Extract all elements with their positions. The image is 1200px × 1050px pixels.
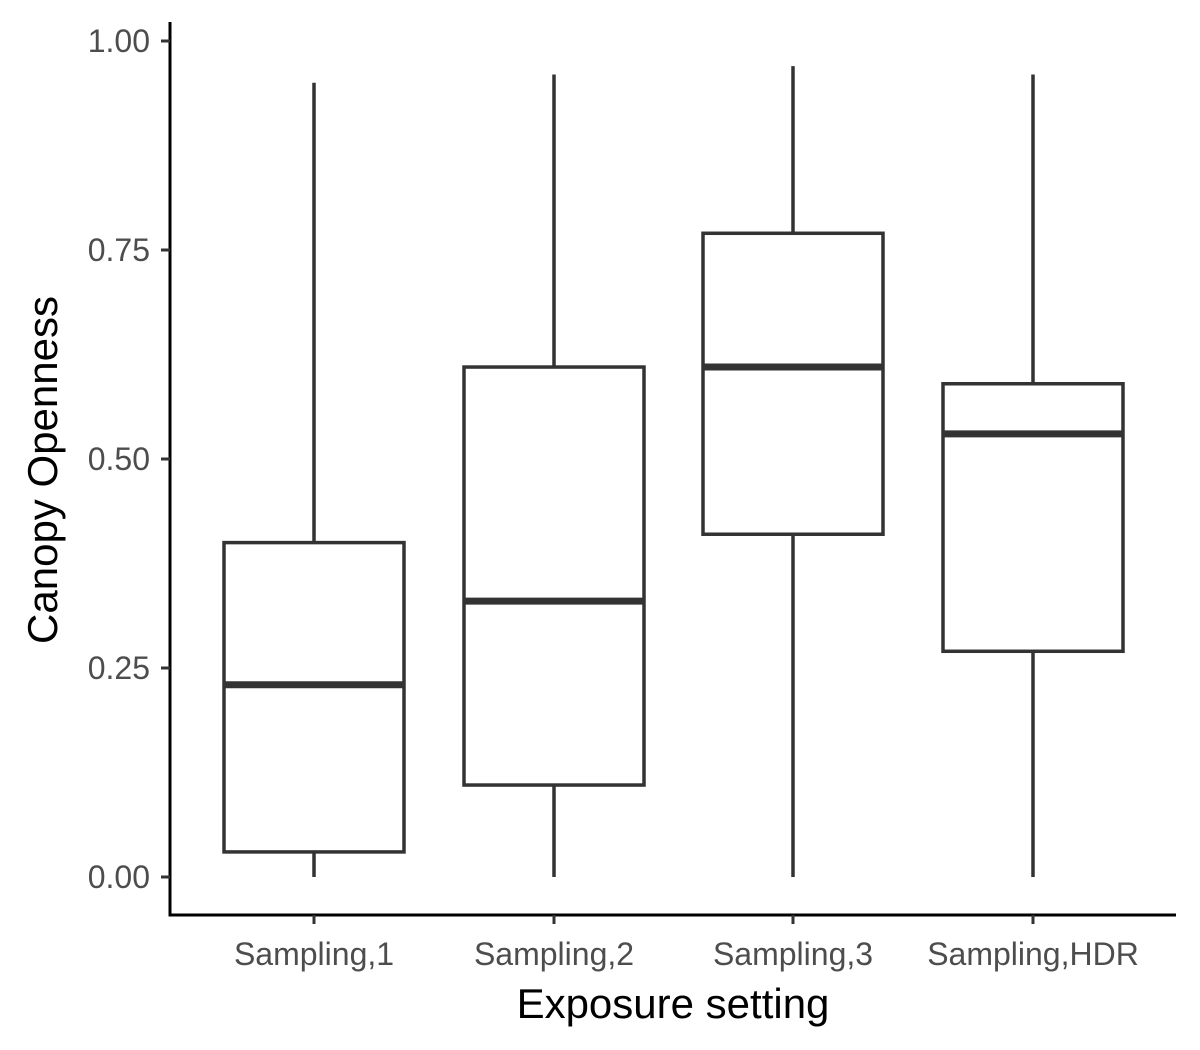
box-group xyxy=(941,74,1125,877)
y-tick-label: 0.00 xyxy=(88,859,150,895)
x-tick-label: Sampling,1 xyxy=(234,936,394,972)
x-axis-title: Exposure setting xyxy=(517,980,830,1027)
iqr-box xyxy=(222,540,406,854)
plot-area xyxy=(222,66,1125,877)
iqr-box xyxy=(462,365,646,787)
iqr-box xyxy=(941,382,1125,654)
box-group xyxy=(462,74,646,877)
y-axis-title: Canopy Openness xyxy=(19,296,66,644)
box-group xyxy=(222,82,406,877)
axes xyxy=(168,22,1176,917)
x-tick-label: Sampling,2 xyxy=(474,936,634,972)
y-tick-label: 0.50 xyxy=(88,441,150,477)
x-ticks: Sampling,1 Sampling,2 Sampling,3 Sampling,H… xyxy=(234,915,1139,972)
x-tick-label: Sampling,3 xyxy=(713,936,873,972)
y-ticks: 0.00 0.25 0.50 0.75 1.00 xyxy=(88,23,170,895)
x-tick-label: Sampling,HDR xyxy=(927,936,1139,972)
y-tick-label: 0.25 xyxy=(88,650,150,686)
box-group xyxy=(701,66,885,877)
iqr-box xyxy=(701,231,885,536)
y-tick-label: 0.75 xyxy=(88,232,150,268)
y-tick-label: 1.00 xyxy=(88,23,150,59)
